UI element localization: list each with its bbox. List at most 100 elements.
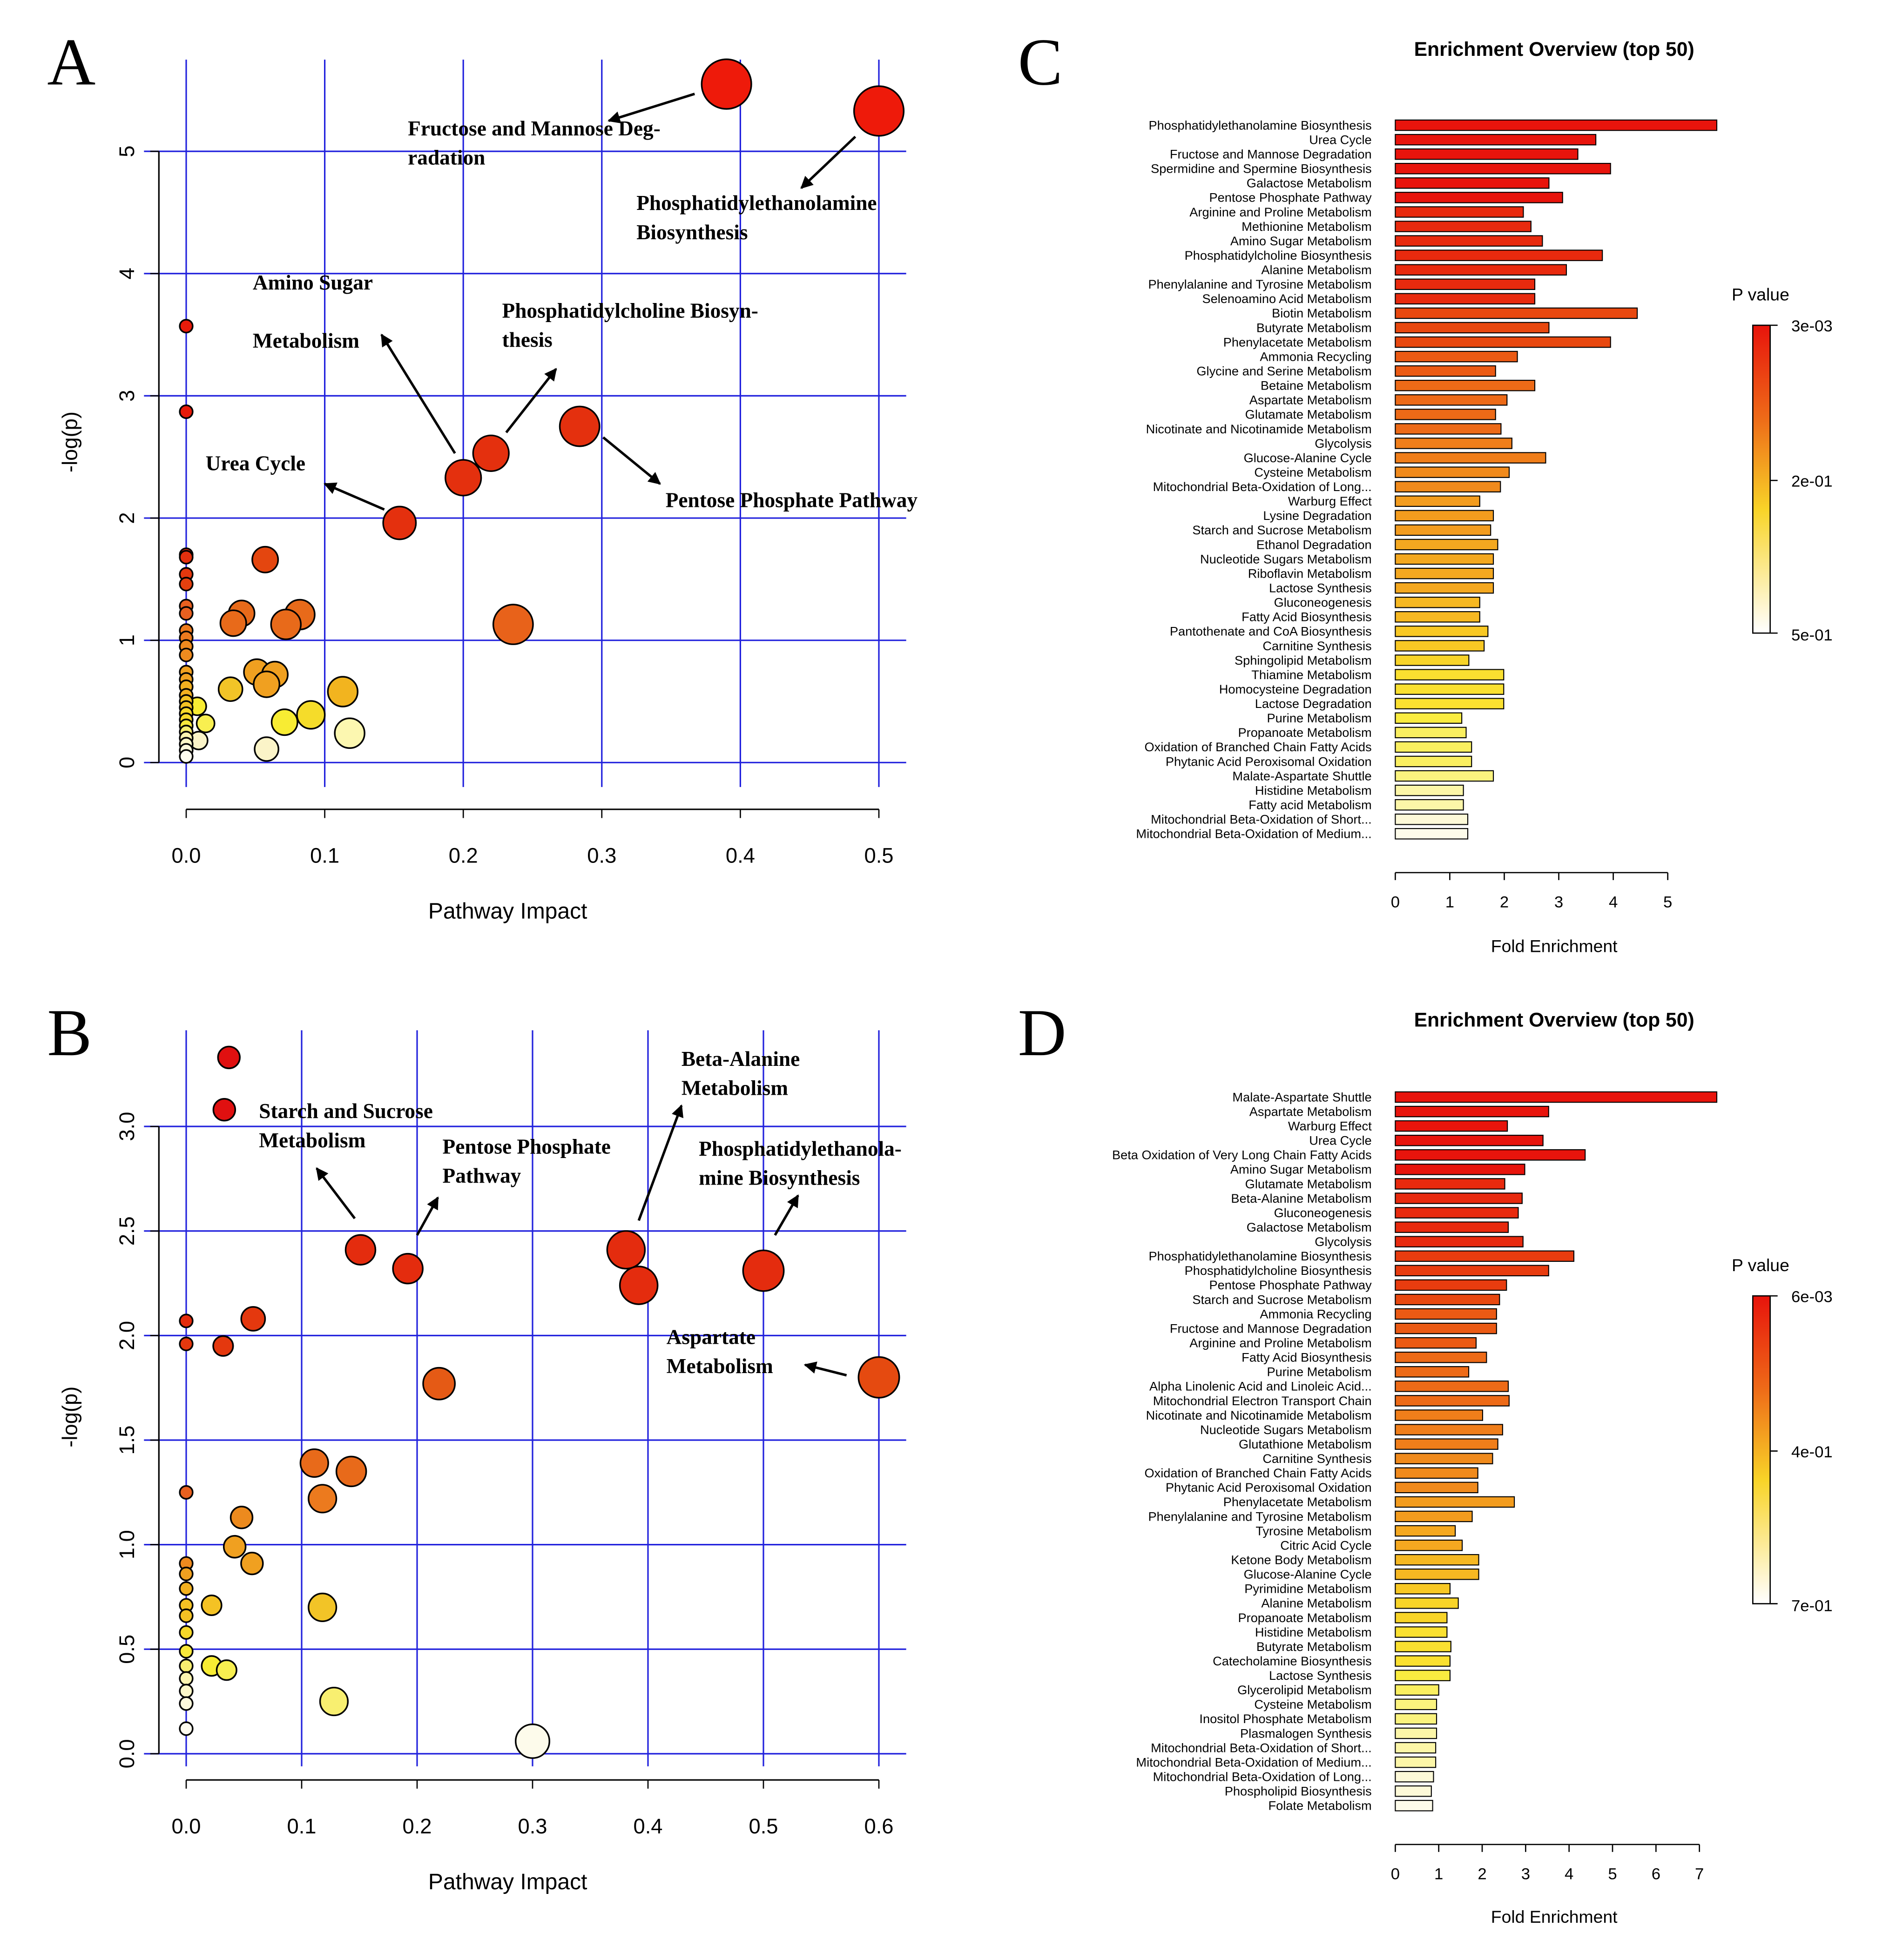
data-point (853, 85, 905, 137)
bar-category-label: Lactose Degradation (1255, 696, 1372, 711)
y-tick-label: 1.5 (115, 1426, 139, 1455)
bar-category-label: Fructose and Mannose Degradation (1170, 1321, 1372, 1335)
bar (1395, 1727, 1437, 1739)
data-point (254, 736, 279, 762)
bar (1395, 1655, 1451, 1667)
bar-category-label: Fatty Acid Biosynthesis (1242, 610, 1372, 624)
bar-category-label: Gluconeogenesis (1274, 1206, 1372, 1220)
annotation-arrow (803, 1361, 847, 1377)
x-tick-label: 0.0 (171, 844, 201, 868)
bar (1395, 336, 1611, 348)
x-tick-label: 3 (1521, 1866, 1530, 1883)
data-point (619, 1266, 659, 1305)
data-point (344, 1234, 377, 1266)
bar-category-label: Folate Metabolism (1269, 1798, 1372, 1813)
bar-category-label: Alanine Metabolism (1261, 263, 1371, 277)
bar (1395, 452, 1546, 464)
bar (1395, 712, 1463, 724)
x-tick-label: 1 (1445, 894, 1454, 911)
bar (1395, 799, 1464, 811)
bar (1395, 1424, 1503, 1435)
bar-category-label: Glucose-Alanine Cycle (1244, 451, 1372, 465)
panel-label-a: A (47, 26, 95, 100)
x-tick-label: 0.4 (633, 1814, 662, 1838)
bar (1395, 1105, 1549, 1118)
data-point (308, 1592, 337, 1623)
data-point (445, 459, 482, 497)
bar-category-label: Malate-Aspartate Shuttle (1232, 1090, 1371, 1104)
bar (1395, 1568, 1479, 1580)
bar-category-label: Phenylacetate Metabolism (1223, 1495, 1372, 1509)
bar-category-label: Alanine Metabolism (1261, 1596, 1371, 1610)
bar-category-label: Phospholipid Biosynthesis (1225, 1784, 1372, 1798)
data-point (240, 1306, 266, 1332)
data-point (382, 505, 417, 540)
bar (1395, 221, 1532, 232)
annotation-label: Phosphatidylethanolamine (636, 191, 877, 215)
annotation-arrow (324, 482, 385, 511)
data-point (253, 670, 281, 698)
bar-category-label: Nicotinate and Nicotinamide Metabolism (1146, 422, 1372, 436)
data-point (179, 1581, 194, 1596)
bar-category-label: Starch and Sucrose Metabolism (1192, 1292, 1371, 1307)
bar (1395, 1438, 1498, 1450)
bar-category-label: Mitochondrial Beta-Oxidation of Long... (1153, 479, 1372, 494)
bar-category-label: Histidine Metabolism (1255, 1625, 1372, 1639)
bar (1395, 1178, 1505, 1190)
legend-colorbar (1752, 1295, 1771, 1604)
annotation-label: Pentose Phosphate (443, 1135, 611, 1158)
y-tick-label: 4 (115, 268, 139, 279)
x-tick-label: 3 (1554, 894, 1563, 911)
bar-category-label: Fatty acid Metabolism (1248, 798, 1371, 812)
bar (1395, 1221, 1509, 1233)
y-axis-label: -log(p) (58, 411, 81, 472)
bar-category-label: Glycine and Serine Metabolism (1196, 364, 1371, 378)
annotation-arrow (637, 1104, 684, 1221)
x-tick-label: 0.3 (587, 844, 616, 868)
legend-title: P value (1732, 285, 1789, 304)
y-tick-label: 0.5 (115, 1635, 139, 1664)
data-point (179, 1336, 194, 1351)
data-point (296, 700, 326, 730)
bar-category-label: Propanoate Metabolism (1238, 725, 1372, 740)
x-tick-label: 0.2 (449, 844, 478, 868)
bar-category-label: Cysteine Metabolism (1254, 465, 1371, 479)
bar (1395, 134, 1597, 146)
data-point (327, 676, 359, 707)
bar-category-label: Warburg Effect (1288, 494, 1372, 508)
x-tick-label: 6 (1652, 1866, 1660, 1883)
annotation-label: Aspartate (667, 1325, 756, 1348)
x-tick-label: 0.1 (310, 844, 339, 868)
x-tick-label: 0 (1391, 894, 1400, 911)
bar-category-label: Starch and Sucrose Metabolism (1192, 523, 1371, 537)
bar-category-label: Nicotinate and Nicotinamide Metabolism (1146, 1408, 1372, 1422)
bar-category-label: Amino Sugar Metabolism (1230, 1162, 1372, 1177)
annotation-arrow (380, 333, 456, 454)
bar-category-label: Spermidine and Spermine Biosynthesis (1151, 162, 1372, 176)
data-point (219, 609, 247, 637)
bar (1395, 162, 1611, 175)
annotation-arrow (602, 436, 661, 485)
chart-title: Enrichment Overview (top 50) (1414, 1009, 1694, 1031)
bar (1395, 466, 1510, 478)
bar-category-label: Glutathione Metabolism (1239, 1437, 1372, 1451)
bar-category-label: Glutamate Metabolism (1245, 1177, 1372, 1191)
bar (1395, 148, 1579, 160)
bar-category-label: Ammonia Recycling (1260, 349, 1371, 364)
bar-category-label: Plasmalogen Synthesis (1240, 1726, 1372, 1740)
x-tick-label: 5 (1608, 1866, 1617, 1883)
bar (1395, 524, 1491, 536)
bar (1395, 365, 1496, 377)
bar (1395, 322, 1550, 334)
bar-category-label: Riboflavin Metabolism (1248, 566, 1372, 580)
data-point (392, 1253, 424, 1285)
bar (1395, 1366, 1470, 1378)
bar (1395, 582, 1494, 594)
annotation-arrow (505, 368, 557, 433)
bar (1395, 1134, 1544, 1146)
annotation-arrow (774, 1194, 799, 1236)
bar (1395, 1597, 1459, 1609)
data-point (559, 405, 601, 447)
panel-label-d: D (1018, 996, 1066, 1070)
data-point (179, 1608, 194, 1623)
